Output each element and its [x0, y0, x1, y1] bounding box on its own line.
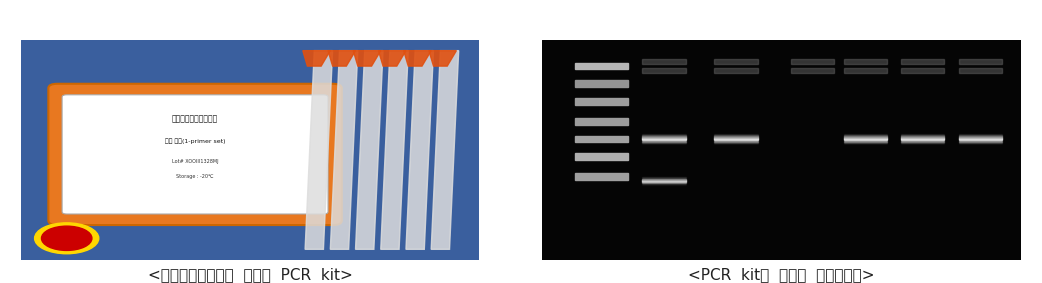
Text: <세균성벼알마름병  검출용  PCR  kit>: <세균성벼알마름병 검출용 PCR kit> [148, 267, 352, 282]
Text: Storage : -20℃: Storage : -20℃ [176, 174, 214, 179]
Polygon shape [431, 51, 458, 249]
Polygon shape [643, 134, 686, 135]
Polygon shape [959, 59, 1002, 64]
Polygon shape [403, 51, 431, 66]
Polygon shape [575, 136, 628, 142]
Polygon shape [959, 138, 1002, 139]
Polygon shape [643, 179, 686, 180]
Polygon shape [643, 142, 686, 143]
Polygon shape [901, 134, 944, 135]
Polygon shape [353, 51, 380, 66]
Polygon shape [643, 59, 686, 64]
Polygon shape [715, 141, 758, 142]
Polygon shape [643, 68, 686, 73]
FancyBboxPatch shape [48, 84, 342, 225]
Polygon shape [715, 136, 758, 137]
Polygon shape [901, 137, 944, 138]
Polygon shape [959, 136, 1002, 137]
Circle shape [42, 226, 92, 250]
Polygon shape [844, 138, 887, 139]
Polygon shape [715, 137, 758, 138]
Polygon shape [844, 136, 887, 137]
Polygon shape [429, 51, 456, 66]
Polygon shape [643, 143, 686, 144]
Polygon shape [844, 135, 887, 136]
Polygon shape [844, 68, 887, 73]
Polygon shape [21, 40, 479, 260]
Polygon shape [575, 80, 628, 87]
Polygon shape [901, 143, 944, 144]
Text: 세균성벼알마름병원규: 세균성벼알마름병원규 [172, 115, 218, 124]
Polygon shape [305, 51, 332, 249]
Polygon shape [715, 134, 758, 135]
Polygon shape [844, 141, 887, 142]
Polygon shape [330, 51, 357, 249]
Polygon shape [643, 177, 686, 178]
Polygon shape [901, 142, 944, 143]
Polygon shape [791, 59, 835, 64]
Text: Lot# XOOIII1328MJ: Lot# XOOIII1328MJ [172, 158, 219, 164]
Polygon shape [643, 184, 686, 185]
Polygon shape [791, 68, 835, 73]
Polygon shape [715, 135, 758, 136]
Polygon shape [378, 51, 406, 66]
Polygon shape [575, 98, 628, 105]
Text: <PCR  kit를  이용한  병진단결과>: <PCR kit를 이용한 병진단결과> [689, 267, 874, 282]
Polygon shape [959, 135, 1002, 136]
Polygon shape [643, 141, 686, 142]
Polygon shape [844, 143, 887, 144]
Polygon shape [844, 59, 887, 64]
Polygon shape [844, 142, 887, 143]
Polygon shape [844, 137, 887, 138]
Polygon shape [959, 137, 1002, 138]
Polygon shape [643, 136, 686, 137]
Polygon shape [406, 51, 433, 249]
Polygon shape [643, 182, 686, 183]
Text: 검출 킷트(1-primer set): 검출 킷트(1-primer set) [165, 138, 225, 144]
Polygon shape [715, 142, 758, 143]
Polygon shape [380, 51, 408, 249]
Polygon shape [303, 51, 330, 66]
Polygon shape [542, 40, 1021, 260]
Polygon shape [643, 138, 686, 139]
Polygon shape [575, 173, 628, 180]
Polygon shape [959, 141, 1002, 142]
Polygon shape [643, 137, 686, 138]
Polygon shape [959, 134, 1002, 135]
Polygon shape [643, 135, 686, 136]
Polygon shape [901, 59, 944, 64]
Polygon shape [328, 51, 355, 66]
Polygon shape [959, 142, 1002, 143]
Polygon shape [901, 141, 944, 142]
Polygon shape [901, 138, 944, 139]
Polygon shape [959, 143, 1002, 144]
Circle shape [34, 223, 99, 254]
Polygon shape [355, 51, 383, 249]
Polygon shape [715, 143, 758, 144]
Polygon shape [844, 134, 887, 135]
Polygon shape [715, 68, 758, 73]
Polygon shape [575, 63, 628, 69]
Polygon shape [715, 138, 758, 139]
Polygon shape [901, 135, 944, 136]
Polygon shape [575, 153, 628, 160]
Polygon shape [959, 68, 1002, 73]
Polygon shape [715, 59, 758, 64]
Polygon shape [575, 118, 628, 125]
Polygon shape [901, 68, 944, 73]
FancyBboxPatch shape [63, 95, 328, 214]
Polygon shape [901, 136, 944, 137]
